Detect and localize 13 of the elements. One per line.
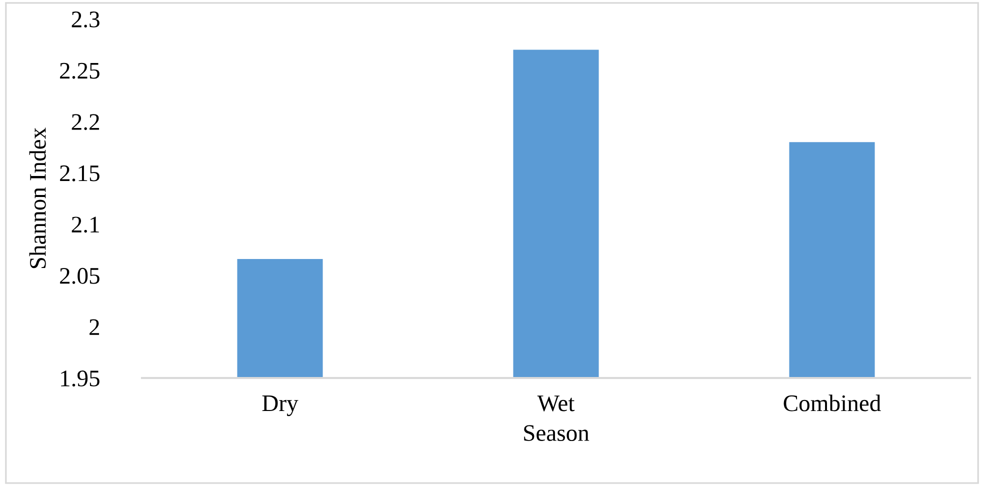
y-tick-label: 2.25 [60,62,100,79]
x-tick-label: Combined [784,394,881,412]
y-tick-label: 2 [90,319,100,335]
y-tick-label: 2.15 [60,165,100,182]
y-axis-title: Shannon Index [29,128,46,268]
x-tick-label: Wet [537,396,575,412]
y-tick-label: 2.3 [72,12,100,28]
y-tick-label: 2.05 [60,268,100,284]
y-tick-label: 2.1 [72,216,99,233]
x-tick-label: Dry [262,396,298,416]
y-tick-label: 1.95 [61,370,100,387]
x-axis-title: Season [524,425,590,442]
y-tick-label: 2.2 [72,114,100,130]
